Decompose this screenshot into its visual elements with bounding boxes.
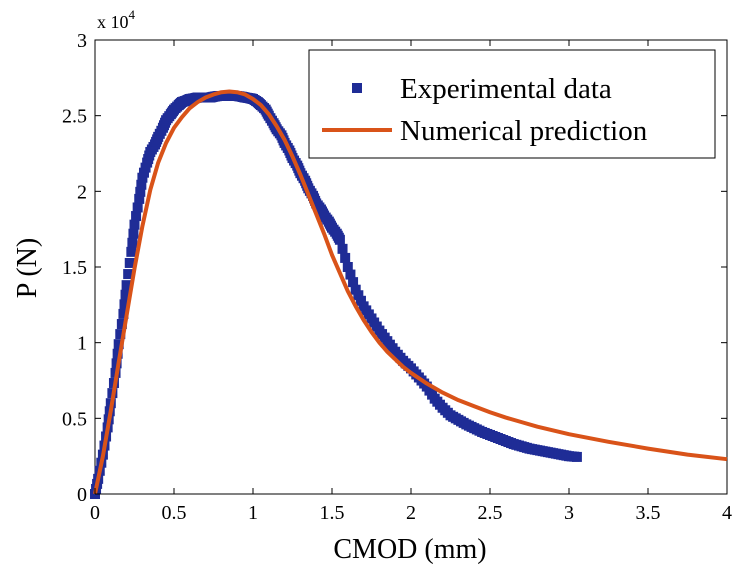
- experimental-point: [113, 339, 124, 350]
- y-tick-label: 0: [77, 484, 87, 506]
- experimental-point: [353, 290, 364, 301]
- experimental-point: [340, 252, 351, 263]
- experimental-point: [118, 308, 129, 319]
- experimental-point: [134, 193, 145, 204]
- experimental-point: [120, 289, 131, 300]
- x-tick-label: 2.5: [478, 502, 503, 524]
- legend-marker-experimental: [352, 83, 362, 93]
- x-tick-label: 0.5: [162, 502, 187, 524]
- y-tick-label: 3: [77, 30, 87, 52]
- legend-label-experimental: Experimental data: [400, 73, 612, 105]
- experimental-point: [112, 348, 123, 359]
- experimental-point: [124, 257, 135, 268]
- experimental-point: [355, 295, 366, 306]
- x-tick-label: 3.5: [636, 502, 661, 524]
- y-axis-label: P (N): [12, 238, 43, 298]
- experimental-point: [334, 234, 345, 245]
- axis-ticks: [94, 39, 728, 495]
- x-tick-label: 4: [722, 502, 732, 524]
- legend: Experimental data Numerical prediction: [308, 49, 716, 159]
- x-tick-label: 3: [564, 502, 574, 524]
- x-tick-label: 1.5: [320, 502, 345, 524]
- experimental-point: [123, 269, 134, 280]
- x-axis-label: CMOD (mm): [333, 534, 486, 565]
- y-axis-multiplier: x 104: [97, 7, 136, 32]
- y-tick-label: 1: [77, 333, 87, 355]
- tick-labels: 0 0.5 1 1.5 2 2.5 3 3.5 4 0 0.5 1 1.5 2 2.5 3: [62, 30, 732, 524]
- experimental-point: [119, 299, 130, 310]
- experimental-point: [138, 167, 149, 178]
- y-tick-label: 1.5: [62, 257, 87, 279]
- legend-label-numerical: Numerical prediction: [400, 115, 648, 147]
- experimental-point: [129, 219, 140, 230]
- experimental-point: [131, 211, 142, 222]
- x-tick-label: 2: [406, 502, 416, 524]
- experimental-point: [348, 277, 359, 288]
- numerical-prediction-line: [93, 89, 728, 495]
- experimental-point: [132, 202, 143, 213]
- legend-box: [308, 49, 716, 159]
- experimental-point: [345, 269, 356, 280]
- experimental-point: [116, 319, 127, 330]
- experimental-point: [127, 237, 138, 248]
- experimental-point: [337, 243, 348, 254]
- experimental-point: [128, 228, 139, 239]
- experimental-point: [137, 172, 148, 183]
- experimental-point: [121, 280, 132, 291]
- experimental-point: [126, 246, 137, 257]
- experimental-point: [342, 262, 353, 272]
- experimental-point: [350, 284, 361, 295]
- y-tick-label: 2.5: [62, 106, 87, 128]
- data-marks: [90, 89, 728, 499]
- experimental-point: [140, 162, 151, 173]
- x-tick-label: 1: [248, 502, 258, 524]
- experimental-point: [571, 451, 582, 462]
- experimental-point: [115, 329, 126, 340]
- x-tick-label: 0: [90, 502, 100, 524]
- y-tick-label: 0.5: [62, 408, 87, 430]
- experimental-point: [135, 186, 146, 197]
- y-tick-label: 2: [77, 181, 87, 203]
- experimental-point: [136, 179, 147, 190]
